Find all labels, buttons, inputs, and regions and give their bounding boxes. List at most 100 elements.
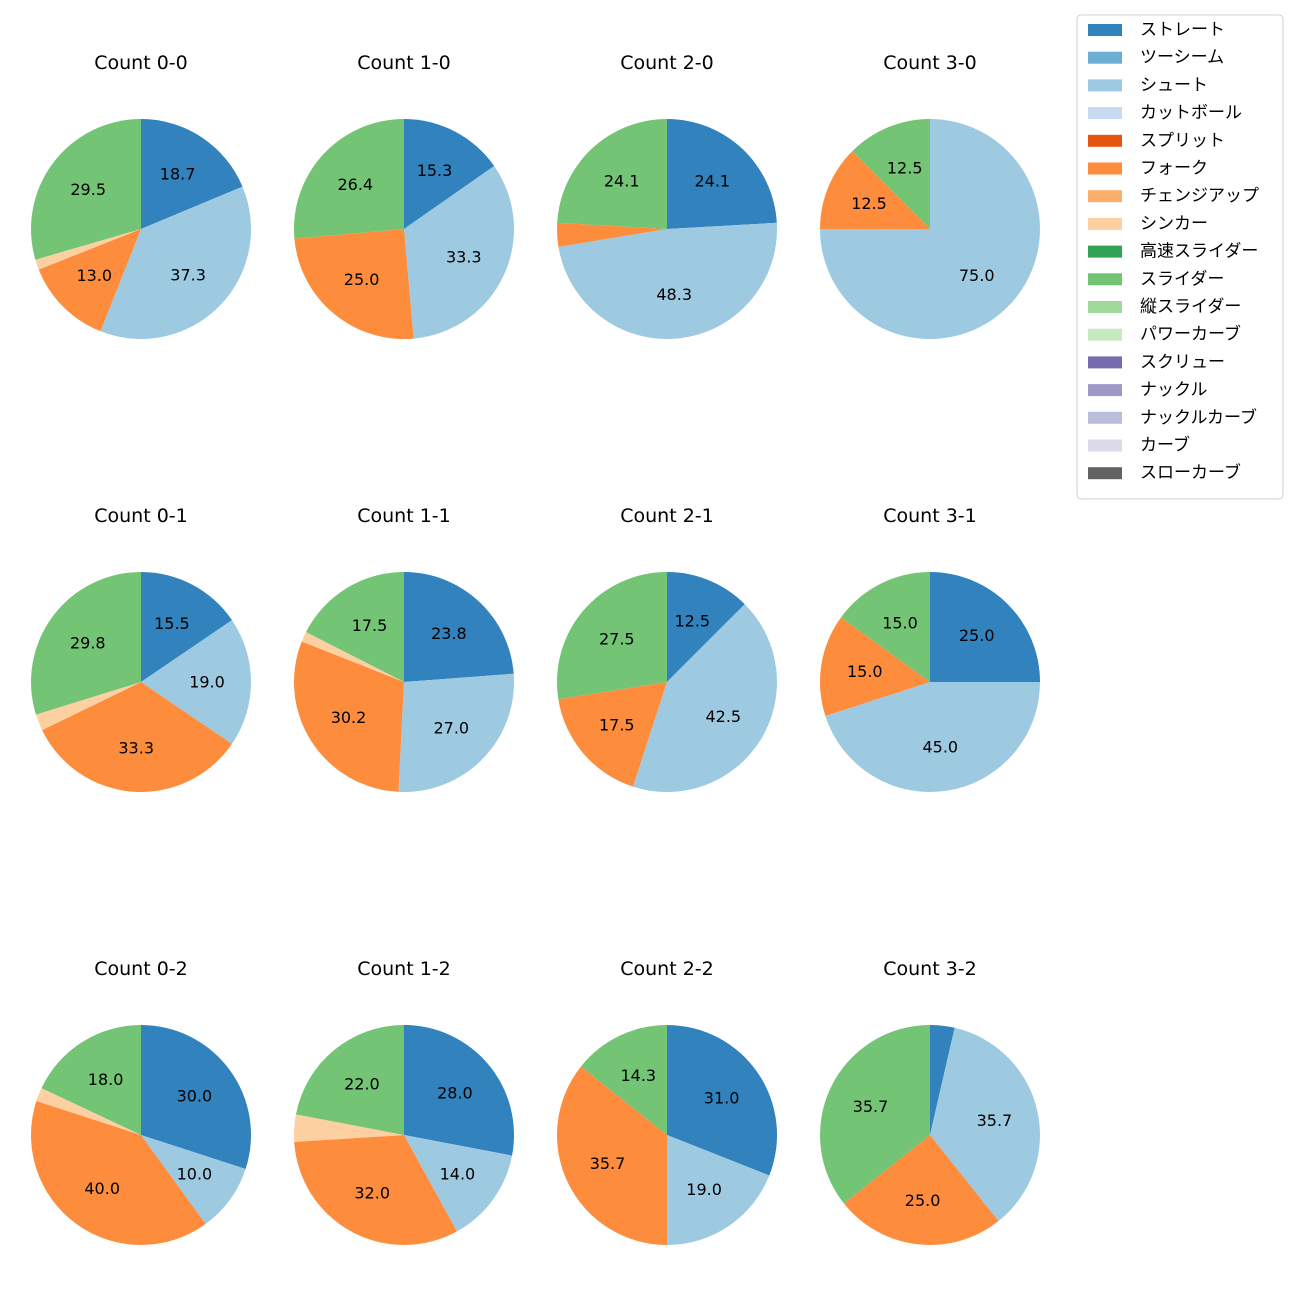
legend-label: スライダー xyxy=(1140,269,1224,289)
pie-slice xyxy=(556,572,667,700)
slice-label: 14.3 xyxy=(620,1066,656,1085)
slice-label: 31.0 xyxy=(704,1088,740,1107)
pie-slice xyxy=(667,119,777,229)
pie-slice xyxy=(301,632,404,682)
pie-count-1-2: Count 1-2 28.0 14.0 32.0 22.0 xyxy=(294,958,514,1245)
legend-swatch xyxy=(1088,107,1122,120)
legend-label: ナックルカーブ xyxy=(1140,407,1257,428)
pie-slice xyxy=(557,222,667,247)
slice-label: 25.0 xyxy=(905,1191,941,1210)
slice-label: 27.5 xyxy=(599,630,635,649)
legend-label: スクリュー xyxy=(1140,352,1225,372)
pie-slice xyxy=(404,1135,513,1232)
legend-item: シュート xyxy=(1088,75,1208,95)
legend: ストレートツーシームシュートカットボールスプリットフォークチェンジアップシンカー… xyxy=(1076,14,1284,500)
legend-item: チェンジアップ xyxy=(1088,186,1259,206)
pie-slice xyxy=(35,682,141,731)
legend-item: スクリュー xyxy=(1088,352,1225,372)
pie-slice xyxy=(819,617,930,716)
legend-label: 高速スライダー xyxy=(1140,242,1258,262)
pie-slice xyxy=(667,1135,770,1245)
legend-swatch xyxy=(1088,273,1122,286)
legend-item: スライダー xyxy=(1088,269,1224,289)
legend-swatch xyxy=(1088,467,1122,480)
legend-label: スプリット xyxy=(1140,131,1225,151)
pie-slice xyxy=(294,119,404,239)
legend-label: 縦スライダー xyxy=(1140,297,1241,317)
pie-title: Count 1-0 xyxy=(357,52,451,74)
pie-slice xyxy=(294,1114,404,1142)
slice-label: 19.0 xyxy=(189,673,225,692)
pie-slice xyxy=(820,151,930,229)
slice-label: 17.5 xyxy=(352,616,388,635)
pie-slice xyxy=(930,1027,1041,1222)
pie-count-3-2: Count 3-2 35.7 25.0 35.7 xyxy=(820,958,1041,1245)
slice-label: 12.5 xyxy=(887,159,923,178)
pie-title: Count 0-1 xyxy=(94,505,188,527)
pie-count-2-1: Count 2-1 12.5 42.5 17.5 27.5 xyxy=(556,505,777,793)
slice-label: 75.0 xyxy=(959,266,995,285)
pie-title: Count 2-0 xyxy=(620,52,714,74)
pie-slice xyxy=(141,119,243,229)
slice-label: 48.3 xyxy=(656,285,692,304)
legend-swatch xyxy=(1088,411,1122,424)
pie-slice xyxy=(841,572,930,682)
legend-item: パワーカーブ xyxy=(1088,324,1241,345)
legend-item: 縦スライダー xyxy=(1088,297,1241,317)
legend-item: フォーク xyxy=(1088,159,1208,179)
slice-label: 26.4 xyxy=(337,175,373,194)
slice-label: 15.5 xyxy=(154,614,190,633)
slice-label: 23.8 xyxy=(431,624,467,643)
pie-count-3-0: Count 3-0 75.0 12.512.5 xyxy=(820,52,1040,339)
legend-swatch xyxy=(1088,384,1122,397)
pie-count-0-0: Count 0-0 18.7 37.3 13.0 29.5 xyxy=(31,52,251,340)
slice-label: 18.0 xyxy=(88,1070,124,1089)
slice-label: 30.0 xyxy=(177,1087,213,1106)
slice-label: 35.7 xyxy=(977,1111,1013,1130)
legend-label: カットボール xyxy=(1140,103,1242,123)
pie-slice xyxy=(580,1025,667,1135)
legend-frame xyxy=(1076,14,1284,500)
pie-title: Count 1-2 xyxy=(357,958,451,980)
slice-label: 45.0 xyxy=(922,738,958,757)
legend-item: ツーシーム xyxy=(1088,48,1224,68)
slice-label: 27.0 xyxy=(433,719,469,738)
pie-slice xyxy=(38,229,141,332)
pie-slice xyxy=(294,1135,457,1245)
legend-item: カットボール xyxy=(1088,103,1242,123)
pie-slice xyxy=(557,119,667,229)
legend-item: 高速スライダー xyxy=(1088,242,1258,262)
pie-title: Count 3-1 xyxy=(883,505,977,527)
pie-slice xyxy=(295,1025,404,1135)
slice-label: 35.7 xyxy=(853,1097,889,1116)
pie-slice xyxy=(404,572,514,682)
pie-title: Count 3-0 xyxy=(883,52,977,74)
legend-swatch xyxy=(1088,24,1122,36)
slice-label: 37.3 xyxy=(170,266,206,285)
slice-label: 15.0 xyxy=(882,614,918,633)
pie-count-3-1: Count 3-1 25.0 45.0 15.0 15.0 xyxy=(819,505,1040,793)
legend-item: シンカー xyxy=(1088,214,1208,234)
pie-slice xyxy=(558,682,667,787)
pies-layer: Count 0-0 18.7 37.3 13.0 29.5 Count 1-0 15.3 33… xyxy=(30,52,1041,1246)
legend-label: シンカー xyxy=(1140,214,1208,234)
slice-label: 12.5 xyxy=(674,612,710,631)
legend-label: パワーカーブ xyxy=(1140,324,1241,345)
legend-label: カーブ xyxy=(1140,435,1190,456)
pie-count-0-2: Count 0-2 30.0 10.0 40.0 18.0 xyxy=(30,958,252,1246)
legend-swatch xyxy=(1088,162,1122,175)
legend-item: ストレート xyxy=(1088,20,1225,40)
pie-title: Count 2-2 xyxy=(620,958,714,980)
slice-label: 24.1 xyxy=(694,172,730,191)
pie-slice xyxy=(557,1066,667,1245)
legend-item: スプリット xyxy=(1088,131,1225,151)
legend-swatch xyxy=(1088,217,1122,230)
pie-count-2-0: Count 2-0 24.1 48.3 24.1 xyxy=(557,52,777,340)
legend-label: ナックル xyxy=(1140,380,1208,400)
pie-slice xyxy=(404,1025,514,1156)
pie-slice xyxy=(305,572,404,682)
pie-slice xyxy=(41,1025,141,1135)
legend-label: ツーシーム xyxy=(1140,48,1224,68)
